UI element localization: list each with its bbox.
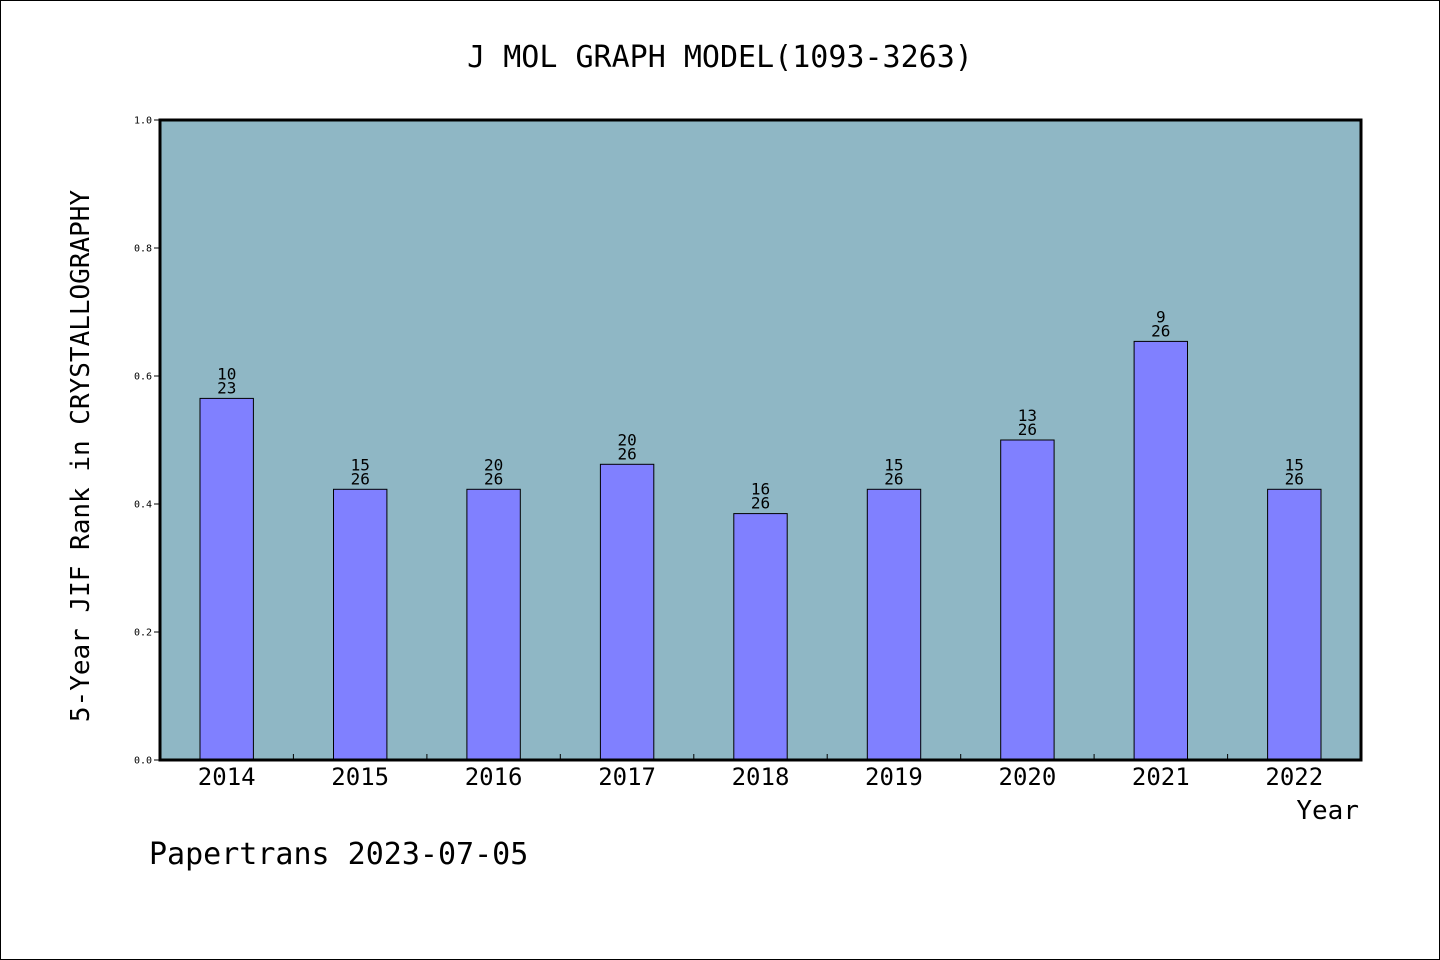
bar-rank-label-2014: 10 (217, 364, 236, 383)
y-tick-label-0.6: 0.6 (134, 372, 152, 383)
bar-rank-label-2015: 15 (351, 455, 370, 474)
x-tick-label-2014: 2014 (198, 763, 256, 791)
bar-total-label-2019: 26 (884, 469, 903, 488)
bar-2016 (466, 488, 521, 761)
bar-2017 (599, 463, 655, 761)
bar-2021 (1133, 340, 1188, 761)
bar-2020 (1000, 439, 1055, 761)
bar-2022 (1267, 488, 1322, 761)
bar-rank-label-2018: 16 (751, 480, 770, 499)
bar-total-label-2022: 26 (1285, 469, 1304, 488)
y-tick-label-0.2: 0.2 (134, 628, 152, 639)
bar-rank-label-2021: 9 (1156, 307, 1166, 326)
bar-rank-label-2016: 20 (484, 455, 503, 474)
x-tick-label-2019: 2019 (865, 763, 923, 791)
bar-rank-label-2022: 15 (1285, 455, 1304, 474)
y-axis: 0.0 0.2 0.4 0.6 0.8 1.0 (134, 116, 160, 767)
bar-rank-label-2020: 13 (1018, 406, 1037, 425)
y-tick-label-0.0: 0.0 (134, 756, 152, 767)
y-tick-label-0.8: 0.8 (134, 244, 152, 255)
chart-title: J MOL GRAPH MODEL(1093-3263) (467, 40, 973, 75)
x-tick-label-2015: 2015 (331, 763, 389, 791)
bar-total-label-2017: 26 (617, 444, 636, 463)
bar-total-label-2014: 23 (217, 378, 236, 397)
bar-2018 (733, 513, 788, 761)
bar-2014 (199, 397, 254, 761)
bar-rank-label-2019: 15 (884, 455, 903, 474)
bar-2019 (866, 488, 922, 761)
x-tick-label-2020: 2020 (999, 763, 1057, 791)
bars-group (199, 340, 1322, 761)
x-tick-label-2016: 2016 (465, 763, 523, 791)
x-tick-label-2017: 2017 (598, 763, 656, 791)
x-axis-label: Year (1296, 796, 1359, 826)
bar-rank-label-2017: 20 (617, 430, 636, 449)
bar-total-label-2018: 26 (751, 494, 770, 513)
x-tick-label-2022: 2022 (1265, 763, 1323, 791)
bar-total-label-2015: 26 (351, 469, 370, 488)
footer-text: Papertrans 2023-07-05 (149, 837, 528, 872)
y-axis-label: 5-Year JIF Rank in CRYSTALLOGRAPHY (66, 190, 96, 723)
bar-total-label-2020: 26 (1018, 420, 1037, 439)
bar-total-label-2021: 26 (1151, 321, 1170, 340)
y-tick-label-1.0: 1.0 (134, 116, 152, 127)
bar-2015 (333, 488, 388, 761)
x-tick-label-2021: 2021 (1132, 763, 1190, 791)
plot-frame (158, 118, 1363, 762)
x-tick-label-2018: 2018 (732, 763, 790, 791)
bar-total-label-2016: 26 (484, 469, 503, 488)
y-tick-label-0.4: 0.4 (134, 500, 152, 511)
x-axis: 2014 2015 2016 2017 2018 2019 2020 2021 2022 (198, 754, 1323, 791)
